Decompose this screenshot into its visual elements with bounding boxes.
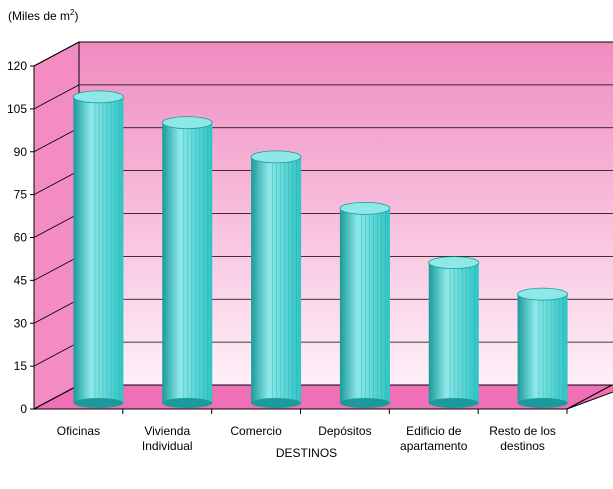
bar-body (162, 122, 213, 403)
bar-top (73, 90, 124, 104)
bar-body (251, 156, 302, 403)
category-label: apartamento (400, 439, 468, 453)
category-label: Comercio (230, 424, 282, 438)
gridline-side (33, 170, 80, 195)
y-tick-label: 45 (14, 273, 28, 287)
bar (339, 201, 391, 408)
bar-top (161, 116, 213, 129)
category-label: Depósitos (318, 424, 371, 438)
bar (517, 287, 568, 408)
axes (30, 65, 613, 414)
bars (73, 90, 568, 408)
gridline-side (33, 298, 80, 324)
gridline-side (33, 256, 80, 281)
x-axis-title: DESTINOS (275, 446, 338, 460)
category-label: destinos (500, 439, 545, 453)
gridline-side (33, 41, 80, 67)
bar-body (339, 208, 390, 403)
category-label: Individual (142, 439, 193, 453)
y-tick-labels: 0 15 30 45 60 75 90 105 120 (7, 59, 27, 416)
category-label: Edificio de (406, 424, 462, 438)
bar-base (428, 398, 479, 408)
bar-base (251, 398, 302, 408)
y-tick-label: 15 (14, 359, 28, 373)
category-label: Oficinas (57, 424, 100, 438)
gridline-side (33, 84, 80, 110)
bar-top (428, 256, 480, 270)
category-label: Resto de los (489, 424, 556, 438)
bar (250, 150, 302, 408)
y-tick-label: 90 (14, 145, 28, 159)
y-tick-label: 0 (20, 402, 27, 416)
y-tick-label: 75 (14, 188, 28, 202)
y-tick-label: 120 (7, 59, 27, 73)
bar-base (339, 398, 390, 408)
gridline-side (33, 213, 80, 238)
bar (73, 90, 124, 408)
bar-base (517, 398, 568, 408)
bar-body (428, 262, 479, 403)
bar-base (73, 398, 124, 408)
category-label: Vivienda (144, 424, 190, 438)
bar-top (517, 287, 568, 301)
bar-top (339, 201, 391, 215)
y-axis-unit-label: (Miles de m2) (8, 8, 79, 23)
floor-edge (566, 384, 613, 410)
y-tick-label: 30 (14, 316, 28, 330)
bar-top (250, 150, 302, 164)
gridline-side (33, 341, 80, 367)
bar (161, 116, 213, 408)
y-tick-label: 60 (14, 231, 28, 245)
y-tick-label: 105 (7, 102, 27, 116)
gridline-side (33, 127, 80, 153)
bar-body (517, 294, 568, 403)
bar-body (73, 96, 124, 403)
bar (428, 256, 480, 408)
bar-base (162, 398, 213, 408)
